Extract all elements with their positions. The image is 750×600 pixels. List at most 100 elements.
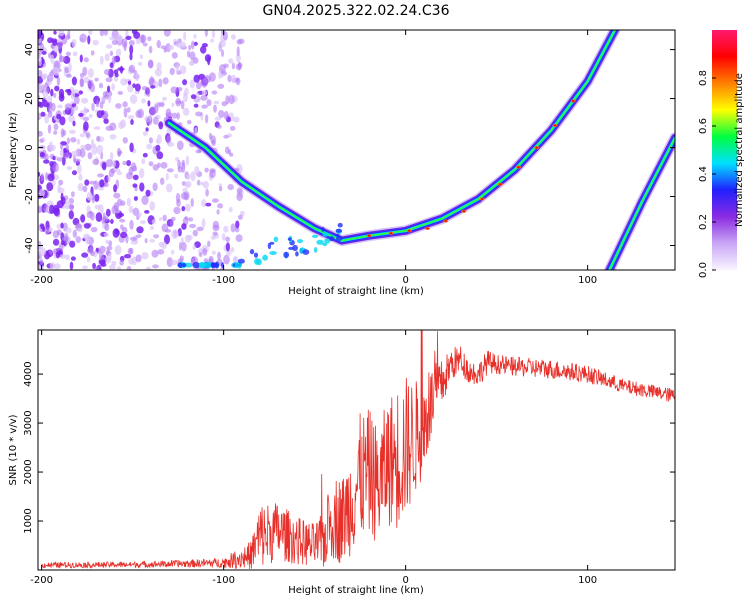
noise-speckle <box>229 152 234 157</box>
noise-speckle <box>211 30 216 39</box>
noise-speckle <box>53 30 57 35</box>
curve-blob <box>182 263 187 268</box>
curve-blob <box>302 249 310 255</box>
noise-speckle <box>91 102 95 112</box>
noise-speckle <box>177 87 183 92</box>
curve-blob <box>313 247 318 253</box>
noise-speckle <box>190 198 194 207</box>
noise-speckle <box>44 227 50 235</box>
noise-speckle <box>167 142 175 147</box>
noise-speckle <box>115 48 122 57</box>
noise-speckle <box>86 256 91 263</box>
noise-speckle <box>150 85 156 89</box>
noise-speckle <box>53 92 57 98</box>
noise-speckle <box>200 181 205 186</box>
noise-speckle <box>71 191 75 198</box>
noise-speckle <box>179 255 184 262</box>
noise-speckle <box>237 62 243 68</box>
colorbar-gradient <box>712 30 737 270</box>
y-tick-label: 1000 <box>23 508 34 533</box>
noise-speckle <box>129 52 133 61</box>
noise-speckle <box>175 157 179 162</box>
x-tick-label: -100 <box>212 575 235 586</box>
noise-speckle <box>177 228 182 237</box>
noise-speckle <box>53 123 59 131</box>
noise-speckle <box>234 227 240 233</box>
noise-speckle <box>82 185 88 193</box>
noise-speckle <box>96 144 104 155</box>
noise-speckle <box>103 232 110 237</box>
noise-speckle <box>103 118 109 124</box>
noise-speckle <box>38 225 41 230</box>
noise-speckle <box>146 143 153 150</box>
noise-speckle <box>79 148 86 158</box>
noise-speckle <box>54 85 60 92</box>
noise-speckle <box>218 186 223 192</box>
noise-speckle <box>122 137 128 144</box>
noise-speckle <box>141 98 146 104</box>
curve-blob <box>335 236 343 241</box>
noise-speckle <box>176 140 184 151</box>
curve-blob <box>321 227 325 232</box>
noise-speckle <box>192 244 196 251</box>
y-tick-label: 4000 <box>23 361 34 386</box>
noise-speckle <box>201 90 208 96</box>
noise-speckle <box>48 227 53 232</box>
curve-hotspot-core <box>571 100 575 102</box>
noise-speckle <box>182 79 188 86</box>
noise-speckle <box>117 67 125 71</box>
curve-blob <box>292 244 298 252</box>
noise-speckle <box>162 96 167 101</box>
noise-speckle <box>217 83 225 89</box>
noise-speckle <box>39 42 45 53</box>
noise-speckle <box>96 135 101 142</box>
noise-speckle <box>41 74 47 80</box>
noise-speckle <box>38 130 43 137</box>
noise-speckle <box>184 183 190 187</box>
noise-speckle <box>45 171 48 181</box>
noise-speckle <box>56 76 61 86</box>
noise-speckle <box>235 220 240 229</box>
noise-speckle <box>83 106 87 116</box>
noise-speckle <box>111 159 116 168</box>
noise-speckle <box>104 223 110 232</box>
noise-speckle <box>71 39 77 48</box>
noise-speckle <box>205 202 212 207</box>
noise-speckle <box>83 116 90 122</box>
noise-speckle <box>82 265 88 270</box>
noise-speckle <box>47 173 55 182</box>
noise-speckle <box>225 242 230 252</box>
noise-speckle <box>165 112 173 117</box>
noise-speckle <box>126 160 131 167</box>
noise-speckle <box>230 247 235 253</box>
noise-speckle <box>60 128 65 138</box>
noise-speckle <box>193 74 200 83</box>
noise-speckle <box>123 41 127 52</box>
noise-speckle <box>194 241 201 249</box>
noise-speckle <box>153 104 159 114</box>
noise-speckle <box>228 58 234 64</box>
noise-speckle <box>145 189 151 197</box>
noise-speckle <box>175 97 182 107</box>
noise-speckle <box>202 248 208 256</box>
noise-speckle <box>88 68 94 78</box>
noise-speckle <box>170 259 178 266</box>
noise-speckle <box>230 125 236 131</box>
noise-speckle <box>104 53 110 62</box>
noise-speckle <box>232 256 238 263</box>
noise-speckle <box>147 36 152 42</box>
noise-speckle <box>111 260 117 266</box>
noise-speckle <box>165 183 173 193</box>
curve-blob <box>198 262 206 269</box>
noise-speckle <box>65 106 70 111</box>
noise-speckle <box>182 187 188 194</box>
noise-speckle <box>117 91 124 95</box>
noise-speckle <box>132 183 138 188</box>
noise-speckle <box>134 83 141 92</box>
noise-speckle <box>196 226 204 232</box>
noise-speckle <box>179 41 187 49</box>
noise-speckle <box>109 152 114 161</box>
curve-blob <box>288 246 295 250</box>
noise-speckle <box>146 117 151 124</box>
